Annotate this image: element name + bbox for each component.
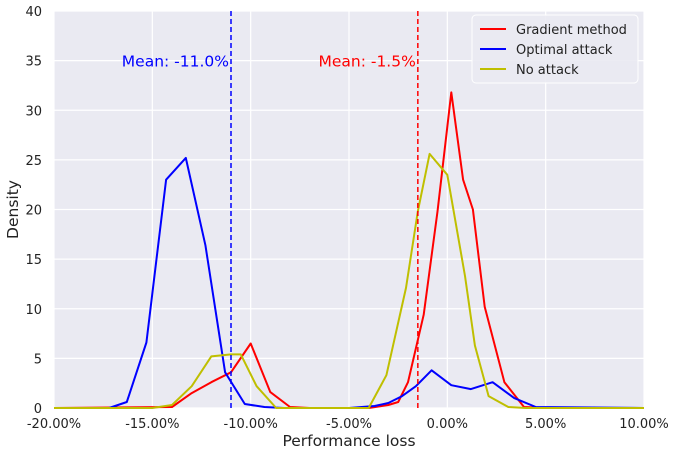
y-tick-label: 10 bbox=[25, 303, 42, 318]
x-tick-label: -5.00% bbox=[326, 417, 372, 432]
x-tick-label: -10.00% bbox=[224, 417, 278, 432]
y-tick-label: 30 bbox=[25, 104, 42, 119]
y-axis-ticks: 0 5 10 15 20 25 30 35 40 bbox=[25, 5, 42, 417]
mean-label-1: Mean: -11.0% bbox=[122, 53, 229, 71]
y-tick-label: 35 bbox=[25, 55, 42, 70]
legend-entry-1: Gradient method bbox=[516, 23, 627, 38]
series-line-1 bbox=[53, 91, 644, 409]
x-tick-label: 10.00% bbox=[619, 417, 669, 432]
series-line-3 bbox=[54, 152, 644, 409]
x-tick-label: -15.00% bbox=[125, 417, 179, 432]
x-tick-label: 5.00% bbox=[525, 417, 566, 432]
legend-box bbox=[471, 14, 639, 84]
legend-entry-2: Optimal attack bbox=[516, 43, 613, 58]
y-tick-label: 15 bbox=[25, 253, 42, 268]
y-tick-label: 5 bbox=[34, 352, 42, 367]
y-axis-label: Density bbox=[4, 180, 22, 239]
x-tick-label: 0.00% bbox=[427, 417, 468, 432]
legend-entry-3: No attack bbox=[516, 63, 579, 78]
mean-lines: Mean: -11.0% Mean: -1.5% bbox=[122, 11, 419, 408]
y-tick-label: 25 bbox=[25, 154, 42, 169]
y-tick-label: 20 bbox=[25, 204, 42, 219]
y-tick-label: 0 bbox=[34, 402, 42, 417]
y-tick-label: 40 bbox=[25, 5, 42, 20]
mean-label-2: Mean: -1.5% bbox=[318, 53, 415, 71]
x-axis-ticks: -20.00% -15.00% -10.00% -5.00% 0.00% 5.00% 10.… bbox=[27, 417, 669, 432]
x-tick-label: -20.00% bbox=[27, 417, 81, 432]
series-lines bbox=[53, 91, 645, 409]
x-axis-label: Performance loss bbox=[282, 432, 415, 450]
legend: Gradient method Optimal attack No attack bbox=[471, 14, 639, 84]
